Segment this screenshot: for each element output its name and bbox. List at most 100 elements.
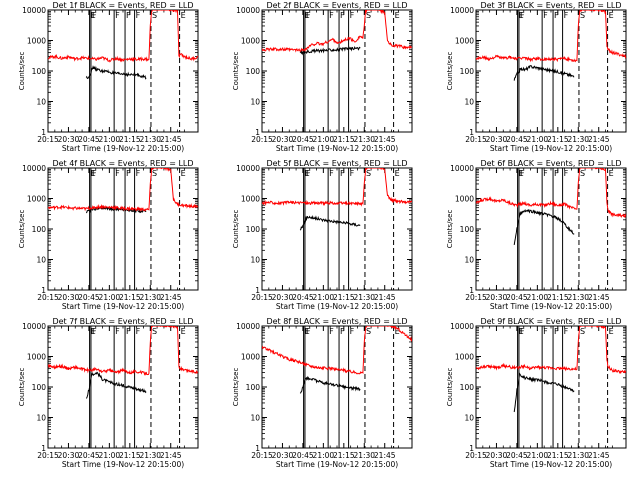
x-tick-label: 21:45 — [160, 293, 182, 302]
x-tick-label: 21:45 — [588, 451, 610, 460]
x-tick-label: 21:45 — [160, 135, 182, 144]
marker-label: F — [564, 11, 569, 20]
x-tick-label: 20:15 — [251, 451, 273, 460]
x-tick-label: 21:15 — [119, 135, 141, 144]
x-tick-label: 20:30 — [272, 293, 294, 302]
x-axis-label: Start Time (19-Nov-12 20:15:00) — [490, 144, 612, 153]
x-tick-label: 21:30 — [139, 293, 161, 302]
marker-label: S — [152, 169, 157, 178]
panel-title: Det 7f BLACK = Events, RED = LLD — [52, 317, 193, 326]
marker-label: F — [329, 169, 334, 178]
detector-panel: Det 9f BLACK = Events, RED = LLD 1 10 100 10… — [446, 317, 627, 469]
x-axis-label: Start Time (19-Nov-12 20:15:00) — [62, 144, 184, 153]
lld-series-line — [48, 326, 198, 376]
panel-title: Det 2f BLACK = Events, RED = LLD — [266, 1, 407, 10]
panel-title: Det 5f BLACK = Events, RED = LLD — [266, 159, 407, 168]
detector-panel: Det 1f BLACK = Events, RED = LLD 1 10 100 10… — [18, 1, 199, 153]
marker-label: F — [340, 169, 345, 178]
marker-label: E — [305, 11, 310, 20]
x-tick-label: 21:15 — [547, 135, 569, 144]
marker-label: F — [520, 327, 525, 336]
events-series-line — [299, 214, 361, 231]
x-tick-label: 20:30 — [58, 135, 80, 144]
y-axis-label: Counts/sec — [18, 52, 26, 91]
x-tick-label: 20:30 — [486, 293, 508, 302]
marker-label: F — [136, 327, 141, 336]
marker-label: F — [350, 169, 355, 178]
x-axis-label: Start Time (19-Nov-12 20:15:00) — [276, 460, 398, 469]
x-tick-label: 21:30 — [353, 293, 375, 302]
marker-label: E — [519, 169, 524, 178]
lld-series-line — [262, 168, 412, 207]
detector-panel: Det 6f BLACK = Events, RED = LLD 1 10 100 10… — [446, 159, 627, 311]
marker-label: S — [366, 327, 371, 336]
y-tick-label: 100 — [246, 383, 261, 392]
y-tick-label: 1 — [41, 444, 46, 453]
panel-title: Det 1f BLACK = Events, RED = LLD — [52, 1, 193, 10]
x-tick-label: 20:45 — [292, 135, 314, 144]
marker-label: F — [115, 11, 120, 20]
y-tick-label: 100 — [32, 225, 47, 234]
marker-label: F — [126, 327, 131, 336]
marker-label: E — [609, 327, 614, 336]
lld-series-line — [476, 168, 626, 218]
events-series-line — [85, 65, 147, 80]
panel-title: Det 3f BLACK = Events, RED = LLD — [480, 1, 621, 10]
marker-label: S — [366, 169, 371, 178]
marker-label: E — [305, 327, 310, 336]
axes-frame — [475, 167, 627, 291]
x-tick-label: 21:15 — [333, 135, 355, 144]
y-tick-label: 1 — [469, 128, 474, 137]
y-tick-label: 100 — [246, 67, 261, 76]
detector-panel: Det 7f BLACK = Events, RED = LLD 1 10 100 10… — [18, 317, 199, 469]
x-tick-label: 20:15 — [465, 451, 487, 460]
y-tick-label: 10 — [250, 414, 260, 423]
x-tick-label: 20:15 — [251, 293, 273, 302]
y-axis-label: Counts/sec — [232, 52, 240, 91]
marker-label: F — [350, 327, 355, 336]
marker-label: F — [329, 11, 334, 20]
marker-label: F — [564, 169, 569, 178]
marker-label: S — [152, 327, 157, 336]
x-tick-label: 21:00 — [527, 135, 549, 144]
y-tick-label: 10 — [36, 98, 46, 107]
marker-label: F — [340, 11, 345, 20]
x-tick-label: 20:45 — [78, 451, 100, 460]
marker-label: E — [305, 169, 310, 178]
y-axis-label: Counts/sec — [232, 210, 240, 249]
lld-series-line — [48, 168, 198, 212]
marker-label: F — [554, 169, 559, 178]
y-tick-label: 10000 — [450, 322, 474, 331]
marker-label: F — [306, 327, 311, 336]
y-tick-label: 1 — [255, 286, 260, 295]
x-tick-label: 20:45 — [292, 293, 314, 302]
lld-series-line — [476, 10, 626, 63]
axes-frame — [261, 325, 413, 449]
y-tick-label: 100 — [32, 67, 47, 76]
y-tick-label: 10000 — [450, 6, 474, 15]
y-tick-label: 1 — [255, 128, 260, 137]
events-series-line — [85, 371, 147, 399]
y-tick-label: 10 — [464, 256, 474, 265]
x-axis-label: Start Time (19-Nov-12 20:15:00) — [490, 302, 612, 311]
marker-label: F — [92, 327, 97, 336]
y-tick-label: 1000 — [241, 353, 260, 362]
y-tick-label: 1 — [469, 286, 474, 295]
marker-label: F — [115, 327, 120, 336]
marker-label: F — [306, 169, 311, 178]
axes-frame — [47, 167, 199, 291]
detector-panel: Det 3f BLACK = Events, RED = LLD 1 10 100 10… — [446, 1, 627, 153]
x-tick-label: 20:45 — [292, 451, 314, 460]
x-tick-label: 21:30 — [567, 451, 589, 460]
events-series-line — [299, 45, 361, 56]
y-tick-label: 100 — [32, 383, 47, 392]
marker-label: E — [181, 11, 186, 20]
marker-label: F — [136, 169, 141, 178]
x-tick-label: 20:30 — [272, 451, 294, 460]
panel-title: Det 8f BLACK = Events, RED = LLD — [266, 317, 407, 326]
panel-title: Det 4f BLACK = Events, RED = LLD — [52, 159, 193, 168]
panel-title: Det 9f BLACK = Events, RED = LLD — [480, 317, 621, 326]
axes-frame — [475, 325, 627, 449]
y-tick-label: 100 — [460, 383, 475, 392]
